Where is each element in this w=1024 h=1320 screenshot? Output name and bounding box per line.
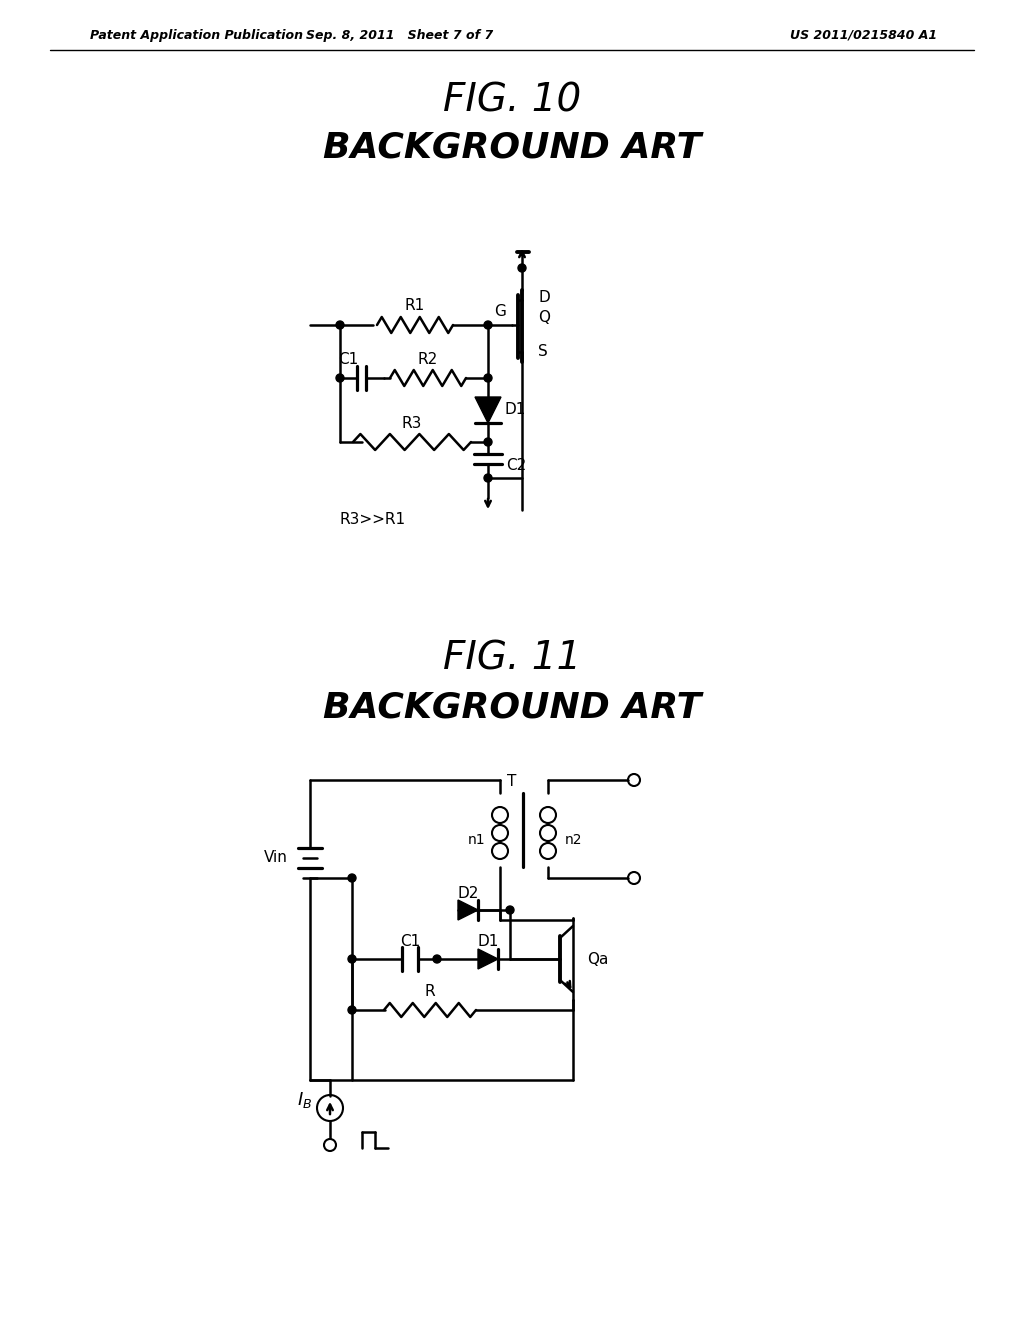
Polygon shape (475, 397, 501, 422)
Polygon shape (478, 949, 498, 969)
Text: C1: C1 (338, 352, 358, 367)
Text: US 2011/0215840 A1: US 2011/0215840 A1 (790, 29, 937, 41)
Text: D: D (538, 290, 550, 305)
Text: C1: C1 (400, 933, 420, 949)
Text: BACKGROUND ART: BACKGROUND ART (323, 690, 701, 725)
Text: R: R (425, 985, 435, 999)
Text: D1: D1 (504, 403, 525, 417)
Text: Qa: Qa (587, 952, 608, 966)
Text: Q: Q (538, 310, 550, 326)
Circle shape (518, 264, 526, 272)
Text: R3>>R1: R3>>R1 (340, 512, 407, 528)
Circle shape (484, 374, 492, 381)
Text: S: S (538, 345, 548, 359)
Circle shape (506, 906, 514, 913)
Text: R2: R2 (418, 351, 438, 367)
Circle shape (484, 474, 492, 482)
Circle shape (433, 954, 441, 964)
Circle shape (336, 321, 344, 329)
Text: T: T (507, 775, 517, 789)
Text: FIG. 10: FIG. 10 (442, 81, 582, 119)
Text: FIG. 11: FIG. 11 (442, 639, 582, 677)
Text: D2: D2 (458, 886, 478, 900)
Text: G: G (495, 305, 506, 319)
Text: n1: n1 (467, 833, 485, 847)
Text: R3: R3 (401, 417, 422, 432)
Circle shape (348, 874, 356, 882)
Circle shape (484, 438, 492, 446)
Circle shape (484, 321, 492, 329)
Text: Sep. 8, 2011   Sheet 7 of 7: Sep. 8, 2011 Sheet 7 of 7 (306, 29, 494, 41)
Text: C2: C2 (506, 458, 526, 473)
Circle shape (348, 954, 356, 964)
Text: R1: R1 (404, 298, 425, 314)
Text: Patent Application Publication: Patent Application Publication (90, 29, 303, 41)
Text: Vin: Vin (264, 850, 288, 866)
Text: $I_B$: $I_B$ (297, 1090, 312, 1110)
Polygon shape (458, 900, 478, 920)
Circle shape (336, 374, 344, 381)
Text: BACKGROUND ART: BACKGROUND ART (323, 131, 701, 165)
Text: n2: n2 (565, 833, 583, 847)
Text: D1: D1 (477, 933, 499, 949)
Circle shape (348, 1006, 356, 1014)
